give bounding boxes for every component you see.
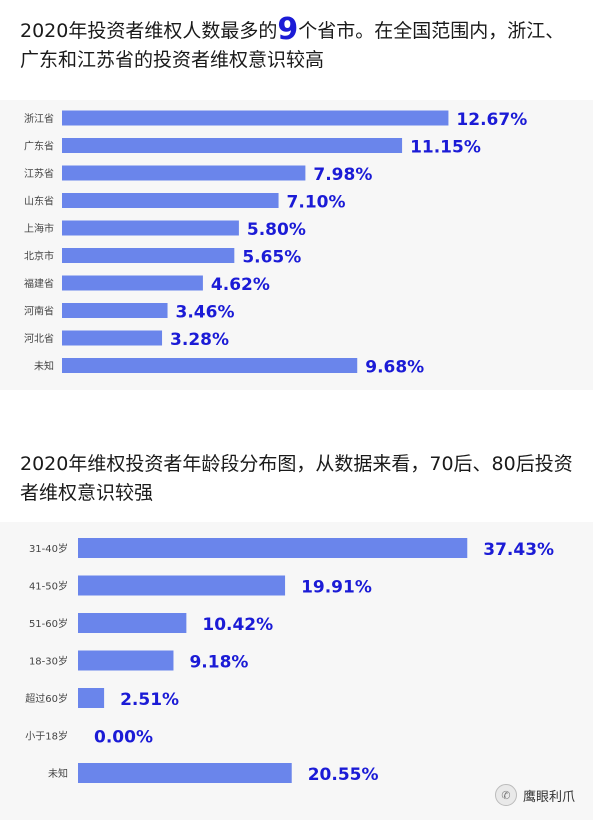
category-label: 广东省	[24, 140, 54, 153]
watermark-text: 鹰眼利爪	[522, 789, 575, 805]
category-label: 北京市	[24, 250, 54, 263]
category-label: 小于18岁	[25, 730, 68, 743]
data-label: 5.80%	[247, 220, 306, 240]
bar	[78, 613, 187, 633]
category-label: 上海市	[24, 222, 54, 235]
category-label: 河北省	[24, 332, 54, 345]
bar	[62, 248, 235, 263]
watermark: ✆ 鹰眼利爪	[494, 784, 575, 806]
category-label: 超过60岁	[25, 692, 68, 705]
data-label: 12.67%	[456, 110, 527, 130]
bar	[62, 303, 168, 318]
chart-title-provinces: 2020年投资者维权人数最多的9个省市。在全国范围内，浙江、广东和江苏省的投资者…	[20, 15, 580, 75]
category-label: 浙江省	[24, 112, 54, 125]
category-label: 江苏省	[24, 167, 54, 180]
title-text-part1: 2020年投资者维权人数最多的	[20, 20, 278, 42]
data-label: 37.43%	[483, 540, 554, 560]
category-label: 51-60岁	[29, 617, 68, 630]
bar	[62, 110, 449, 126]
data-label: 9.18%	[189, 653, 248, 673]
title-text-part2: 个省市。在全国范围内，浙江、广东和江苏省的投资者维权意识较高	[20, 20, 565, 71]
province-chart-panel: 浙江省 12.67% 广东省 11.15% 江苏省 7.98% 山东省 7.10% 上海市 5.8…	[0, 100, 593, 390]
age-bar-chart: 31-40岁 37.43% 41-50岁 19.91% 51-60岁 10.42% 18-3…	[25, 538, 554, 785]
data-label: 9.68%	[365, 358, 424, 378]
bar	[78, 575, 286, 596]
category-label: 福建省	[24, 277, 54, 290]
bar	[62, 330, 163, 346]
data-label: 20.55%	[308, 765, 379, 785]
category-label: 河南省	[24, 305, 54, 318]
data-label: 5.65%	[242, 248, 301, 268]
data-label: 19.91%	[301, 578, 372, 598]
title-highlight-number: 9	[277, 12, 299, 47]
category-label: 未知	[34, 360, 54, 373]
category-label: 18-30岁	[29, 655, 68, 668]
bar	[78, 688, 105, 708]
province-bar-chart: 浙江省 12.67% 广东省 11.15% 江苏省 7.98% 山东省 7.10% 上海市 5.8…	[24, 110, 527, 378]
data-label: 3.28%	[170, 330, 229, 350]
data-label: 0.00%	[94, 728, 153, 748]
category-label: 山东省	[24, 195, 54, 208]
category-label: 31-40岁	[29, 542, 68, 555]
bar	[78, 763, 292, 783]
bar	[62, 193, 279, 208]
data-label: 7.10%	[287, 193, 346, 213]
category-label: 41-50岁	[29, 580, 68, 593]
data-label: 3.46%	[176, 303, 235, 323]
bar	[62, 358, 358, 373]
wechat-icon: ✆	[494, 784, 517, 806]
data-label: 2.51%	[120, 690, 179, 710]
bar	[62, 220, 239, 236]
age-chart-panel: 31-40岁 37.43% 41-50岁 19.91% 51-60岁 10.42% 18-3…	[0, 522, 593, 820]
data-label: 4.62%	[211, 275, 270, 295]
data-label: 7.98%	[313, 165, 372, 185]
bar	[78, 650, 174, 671]
category-label: 未知	[48, 767, 68, 780]
bar	[62, 165, 306, 181]
bar	[62, 138, 403, 153]
chart-title-age: 2020年维权投资者年龄段分布图，从数据来看，70后、80后投资者维权意识较强	[20, 453, 573, 504]
data-label: 11.15%	[410, 138, 481, 158]
bar	[78, 538, 468, 558]
bar	[62, 275, 203, 291]
data-label: 10.42%	[202, 615, 273, 635]
